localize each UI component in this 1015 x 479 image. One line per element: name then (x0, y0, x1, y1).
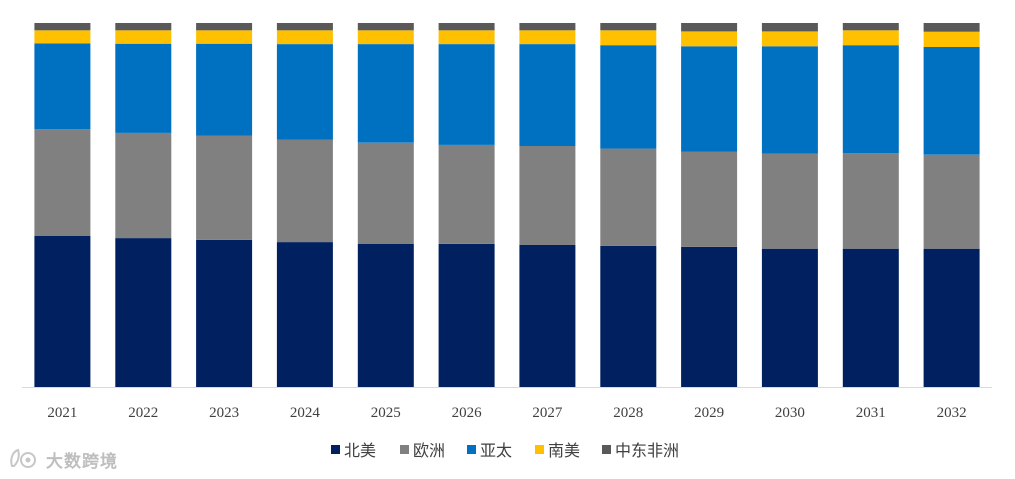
bar-segment-2026-2 (438, 44, 495, 145)
bar-segment-2025-4 (357, 23, 414, 31)
bar-segment-2022-4 (115, 23, 172, 31)
x-tick-label: 2022 (128, 405, 158, 421)
bar-segment-2024-4 (276, 23, 333, 31)
bar-segment-2027-3 (519, 30, 576, 45)
bar-segment-2032-2 (923, 47, 980, 155)
bar-segment-2032-3 (923, 31, 980, 47)
legend-swatch (467, 445, 476, 454)
bar-segment-2021-4 (34, 23, 91, 31)
bar-segment-2031-3 (842, 30, 899, 46)
bar-segment-2030-3 (761, 31, 818, 47)
legend-label: 亚太 (480, 441, 512, 460)
bar-segment-2021-3 (34, 30, 91, 44)
bar-segment-2028-0 (600, 245, 657, 387)
legend-swatch (535, 445, 544, 454)
bar-segment-2022-2 (115, 43, 172, 133)
bar-segment-2028-4 (600, 23, 657, 31)
bars-group (34, 23, 980, 387)
bar-segment-2029-0 (681, 246, 738, 387)
bar-segment-2027-4 (519, 23, 576, 31)
bar-segment-2029-2 (681, 46, 738, 152)
bar-segment-2021-1 (34, 129, 91, 236)
watermark: 大数跨境 (8, 446, 118, 472)
x-tick-label: 2029 (694, 405, 724, 421)
watermark-text: 大数跨境 (46, 451, 118, 472)
bar-segment-2028-1 (600, 148, 657, 246)
bar-segment-2030-0 (761, 248, 818, 387)
bar-segment-2029-4 (681, 23, 738, 32)
bar-segment-2029-3 (681, 31, 738, 47)
legend-label: 中东非洲 (615, 441, 679, 460)
legend-swatch (331, 445, 340, 454)
bar-segment-2027-0 (519, 245, 576, 387)
bar-segment-2031-2 (842, 45, 899, 154)
x-tick-label: 2023 (209, 405, 239, 421)
bar-segment-2021-0 (34, 235, 91, 387)
bar-segment-2031-0 (842, 248, 899, 387)
legend-label: 欧洲 (413, 441, 445, 460)
x-tick-label: 2032 (937, 405, 967, 421)
bar-segment-2024-0 (276, 242, 333, 387)
x-tick-label: 2021 (47, 405, 77, 421)
bar-segment-2024-2 (276, 44, 333, 140)
bar-segment-2032-1 (923, 154, 980, 249)
bar-segment-2026-1 (438, 144, 495, 244)
bar-segment-2025-0 (357, 243, 414, 387)
x-tick-label: 2031 (856, 405, 886, 421)
bar-segment-2031-1 (842, 153, 899, 249)
bar-segment-2031-4 (842, 23, 899, 31)
bar-segment-2032-4 (923, 23, 980, 32)
x-tick-label: 2030 (775, 405, 805, 421)
x-tick-labels: 2021 2022 2023 2024 2025 2026 2027 2028 2029 2030… (47, 405, 966, 421)
x-tick-label: 2027 (532, 405, 563, 421)
bar-segment-2024-1 (276, 139, 333, 243)
bar-segment-2026-0 (438, 243, 495, 387)
bar-segment-2026-4 (438, 23, 495, 31)
x-tick-label: 2026 (452, 405, 483, 421)
watermark-logo-icon (10, 448, 36, 468)
bar-segment-2026-3 (438, 30, 495, 45)
bar-segment-2025-3 (357, 30, 414, 45)
legend: 北美 欧洲 亚太 南美 中东非洲 (331, 441, 679, 460)
bar-segment-2022-3 (115, 30, 172, 44)
bar-segment-2021-2 (34, 43, 91, 130)
x-tick-label: 2024 (290, 405, 321, 421)
bar-segment-2022-0 (115, 238, 172, 387)
bar-segment-2025-1 (357, 142, 414, 244)
legend-label: 北美 (344, 441, 376, 460)
bar-segment-2032-0 (923, 248, 980, 387)
bar-segment-2023-2 (196, 43, 253, 136)
bar-segment-2028-3 (600, 30, 657, 46)
x-tick-label: 2028 (613, 405, 643, 421)
bar-segment-2027-2 (519, 44, 576, 146)
bar-segment-2022-1 (115, 132, 172, 239)
bar-segment-2030-2 (761, 46, 818, 154)
bar-segment-2027-1 (519, 146, 576, 245)
bar-segment-2023-3 (196, 30, 253, 44)
legend-swatch (400, 445, 409, 454)
bar-segment-2029-1 (681, 151, 738, 247)
legend-swatch (602, 445, 611, 454)
bar-segment-2023-1 (196, 135, 253, 240)
bar-segment-2023-4 (196, 23, 253, 31)
bar-segment-2023-0 (196, 239, 253, 387)
bar-segment-2030-4 (761, 23, 818, 32)
legend-label: 南美 (548, 441, 580, 460)
x-tick-label: 2025 (371, 405, 401, 421)
bar-segment-2030-1 (761, 153, 818, 249)
bar-segment-2024-3 (276, 30, 333, 45)
bar-segment-2028-2 (600, 45, 657, 149)
bar-segment-2025-2 (357, 44, 414, 143)
